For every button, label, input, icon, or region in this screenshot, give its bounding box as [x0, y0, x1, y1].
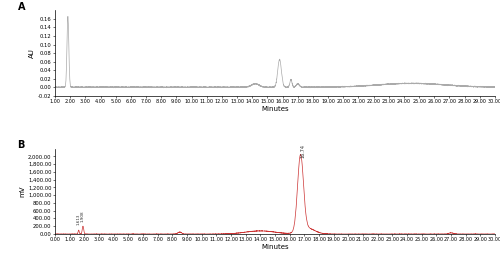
Y-axis label: mV: mV	[19, 186, 25, 197]
Y-axis label: AU: AU	[29, 48, 35, 58]
Text: 1.613: 1.613	[76, 214, 80, 225]
X-axis label: Minutes: Minutes	[261, 106, 289, 112]
Text: 1.908: 1.908	[81, 210, 85, 222]
Text: 16.74: 16.74	[300, 144, 305, 158]
Text: A: A	[18, 2, 25, 12]
Text: B: B	[18, 140, 25, 150]
X-axis label: Minutes: Minutes	[261, 244, 289, 250]
